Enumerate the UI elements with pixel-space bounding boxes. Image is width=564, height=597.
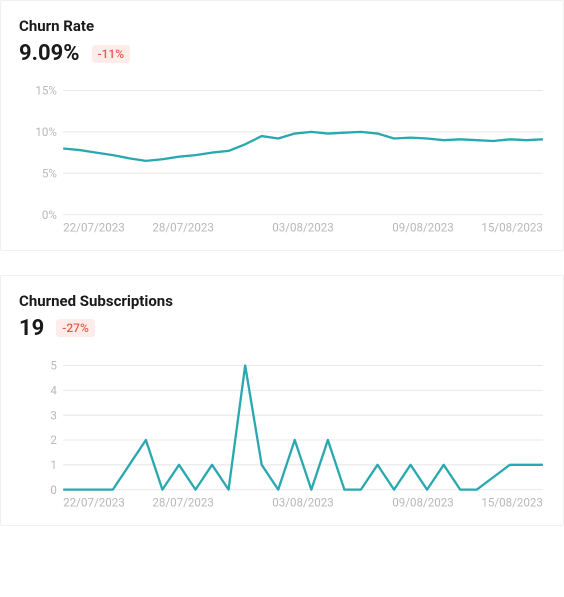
delta-badge: -27% [56, 319, 95, 337]
svg-text:15/08/2023: 15/08/2023 [481, 220, 543, 234]
svg-text:4: 4 [50, 383, 57, 397]
value-row: 9.09% -11% [19, 41, 545, 66]
value-row: 19 -27% [19, 316, 545, 341]
svg-text:0%: 0% [42, 208, 57, 222]
churned-subs-chart: 0 1 2 3 4 5 22/07/2023 28/07/2023 03/08/2023 09/0… [19, 355, 545, 513]
svg-text:2: 2 [50, 433, 57, 447]
svg-text:15%: 15% [35, 84, 56, 98]
svg-text:5: 5 [50, 359, 57, 373]
svg-text:0: 0 [50, 483, 57, 497]
svg-text:15/08/2023: 15/08/2023 [481, 495, 543, 509]
svg-text:03/08/2023: 03/08/2023 [272, 220, 334, 234]
svg-text:10%: 10% [35, 125, 56, 139]
svg-text:3: 3 [50, 408, 57, 422]
svg-text:22/07/2023: 22/07/2023 [63, 220, 125, 234]
svg-text:28/07/2023: 28/07/2023 [152, 220, 214, 234]
churn-rate-value: 9.09% [19, 41, 80, 66]
card-title: Churn Rate [19, 17, 545, 35]
churned-subs-value: 19 [19, 316, 44, 341]
delta-badge: -11% [92, 45, 131, 63]
svg-text:09/08/2023: 09/08/2023 [392, 220, 454, 234]
churn-rate-card: Churn Rate 9.09% -11% 0% 5% 10% 15% 22/07/20… [0, 0, 564, 251]
svg-text:09/08/2023: 09/08/2023 [392, 495, 454, 509]
line-chart-svg: 0% 5% 10% 15% 22/07/2023 28/07/2023 03/08/2023… [19, 80, 545, 238]
svg-text:1: 1 [50, 458, 57, 472]
line-chart-svg: 0 1 2 3 4 5 22/07/2023 28/07/2023 03/08/2023 09/0… [19, 355, 545, 513]
churn-rate-chart: 0% 5% 10% 15% 22/07/2023 28/07/2023 03/08/2023… [19, 80, 545, 238]
card-title: Churned Subscriptions [19, 292, 545, 310]
svg-text:5%: 5% [42, 166, 57, 180]
svg-text:28/07/2023: 28/07/2023 [152, 495, 214, 509]
svg-text:22/07/2023: 22/07/2023 [63, 495, 125, 509]
svg-text:03/08/2023: 03/08/2023 [272, 495, 334, 509]
churned-subs-card: Churned Subscriptions 19 -27% 0 1 2 3 4 5 22/0… [0, 275, 564, 526]
